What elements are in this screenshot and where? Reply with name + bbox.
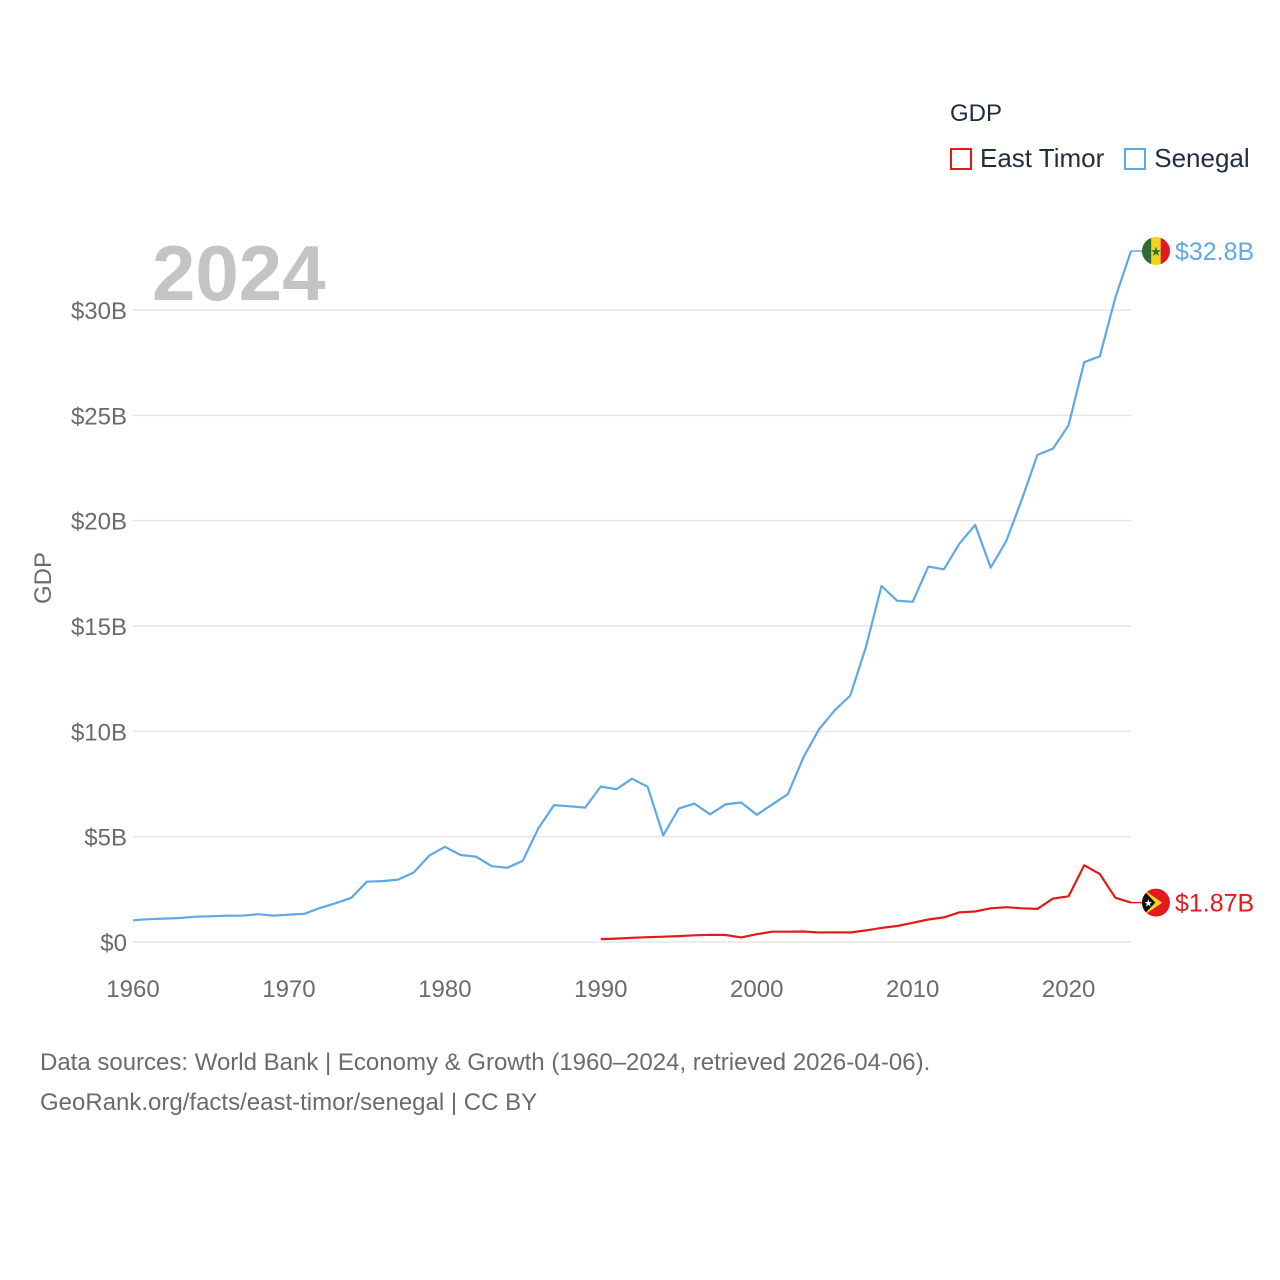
y-axis-title: GDP	[30, 552, 57, 604]
data-source-note: Data sources: World Bank | Economy & Gro…	[40, 1043, 930, 1123]
y-axis-ticks: $0 $5B $10B $15B $20B $25B $30B	[71, 298, 127, 957]
end-value-label-east-timor: $1.87B	[1175, 890, 1254, 918]
x-tick-label: 2010	[886, 976, 939, 1003]
end-value-label-senegal: $32.8B	[1175, 238, 1254, 266]
x-axis-ticks: 1960 1970 1980 1990 2000 2010 2020	[106, 976, 1095, 1003]
x-tick-label: 1980	[418, 976, 471, 1003]
x-tick-label: 1990	[574, 976, 627, 1003]
legend-item-east-timor[interactable]: East Timor	[950, 143, 1104, 174]
series-line-senegal	[132, 250, 1133, 922]
legend-swatch-east-timor	[950, 147, 972, 170]
series-end-markers: ★ $32.8B ★ $1.87B	[1131, 237, 1254, 918]
svg-text:★: ★	[1144, 899, 1153, 910]
y-tick-label: $30B	[71, 298, 127, 325]
legend-swatch-senegal	[1124, 147, 1147, 170]
y-tick-label: $15B	[71, 614, 127, 641]
svg-text:★: ★	[1150, 244, 1162, 259]
gridlines	[133, 309, 1131, 943]
series-line-east-timor	[600, 864, 1132, 941]
series-lines	[132, 250, 1133, 941]
y-tick-label: $0	[100, 930, 127, 957]
y-tick-label: $5B	[84, 825, 127, 852]
source-line-1: Data sources: World Bank | Economy & Gro…	[40, 1049, 931, 1076]
y-tick-label: $20B	[71, 509, 127, 536]
x-tick-label: 2020	[1042, 976, 1095, 1003]
legend-label-senegal: Senegal	[1154, 143, 1250, 173]
flag-senegal-icon: ★	[1142, 237, 1170, 266]
y-tick-label: $25B	[71, 403, 127, 430]
y-tick-label: $10B	[71, 719, 127, 746]
legend-label-east-timor: East Timor	[980, 143, 1105, 173]
legend: East Timor Senegal	[950, 143, 1270, 174]
source-line-2[interactable]: GeoRank.org/facts/east-timor/senegal | C…	[40, 1089, 538, 1116]
legend-item-senegal[interactable]: Senegal	[1124, 143, 1250, 174]
x-tick-label: 1970	[262, 976, 315, 1003]
year-label: 2024	[152, 229, 326, 317]
x-tick-label: 1960	[106, 976, 159, 1003]
flag-east-timor-icon: ★	[1142, 888, 1170, 917]
x-tick-label: 2000	[730, 976, 783, 1003]
legend-title: GDP	[950, 100, 1003, 127]
